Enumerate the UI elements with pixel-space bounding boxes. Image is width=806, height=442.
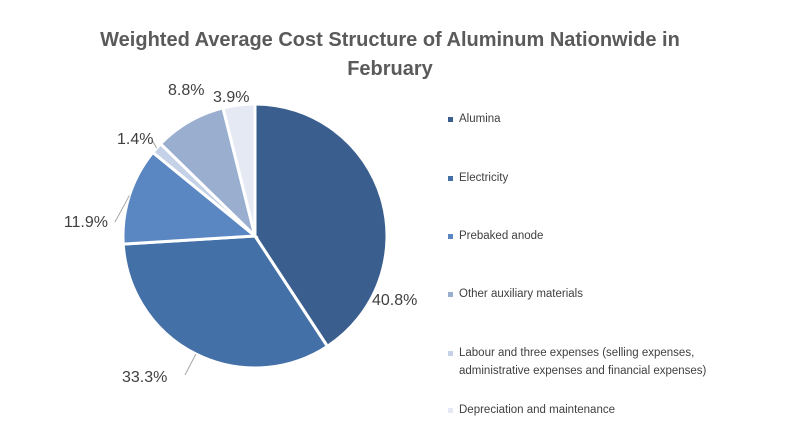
legend-swatch xyxy=(448,292,453,297)
slice-label-1: 33.3% xyxy=(122,369,167,386)
legend-swatch xyxy=(448,351,453,356)
slice-label-5: 3.9% xyxy=(213,89,249,106)
legend-item-labour-expenses: Labour and three expenses (selling expen… xyxy=(448,344,739,380)
legend-label: Prebaked anode xyxy=(459,230,544,242)
leader-lines xyxy=(114,139,197,376)
slice-label-2: 11.9% xyxy=(64,214,108,231)
legend-item-prebaked-anode: Prebaked anode xyxy=(448,227,739,245)
chart-title: Weighted Average Cost Structure of Alumi… xyxy=(100,29,680,80)
leader-line-2 xyxy=(114,195,130,223)
legend-label: Labour and three expenses (selling expen… xyxy=(459,347,707,377)
leader-line-1 xyxy=(184,353,197,376)
slice-label-0: 40.8% xyxy=(372,292,417,309)
legend-item-electricity: Electricity xyxy=(448,169,739,187)
pie-slices xyxy=(121,102,389,370)
slice-labels: 40.8% 33.3% 11.9% 1.4% 8.8% 3.9% xyxy=(64,82,418,386)
legend-label: Depreciation and maintenance xyxy=(459,404,615,416)
legend-label: Other auxiliary materials xyxy=(459,288,583,300)
pie-slice-2 xyxy=(121,150,259,246)
legend-item-depreciation: Depreciation and maintenance xyxy=(448,401,739,419)
leader-line-3 xyxy=(151,139,158,149)
slice-label-3: 1.4% xyxy=(117,131,153,148)
legend-swatch xyxy=(448,176,453,181)
legend-swatch xyxy=(448,234,453,239)
legend-item-alumina: Alumina xyxy=(448,110,739,128)
legend-swatch xyxy=(448,408,453,413)
legend-label: Electricity xyxy=(459,172,509,184)
pie-slice-5 xyxy=(221,102,257,237)
slice-label-4: 8.8% xyxy=(168,82,204,99)
legend-label: Alumina xyxy=(459,113,501,125)
legend-swatch xyxy=(448,117,453,122)
pie-slice-1 xyxy=(121,234,330,370)
legend-item-other-auxiliary: Other auxiliary materials xyxy=(448,285,739,303)
